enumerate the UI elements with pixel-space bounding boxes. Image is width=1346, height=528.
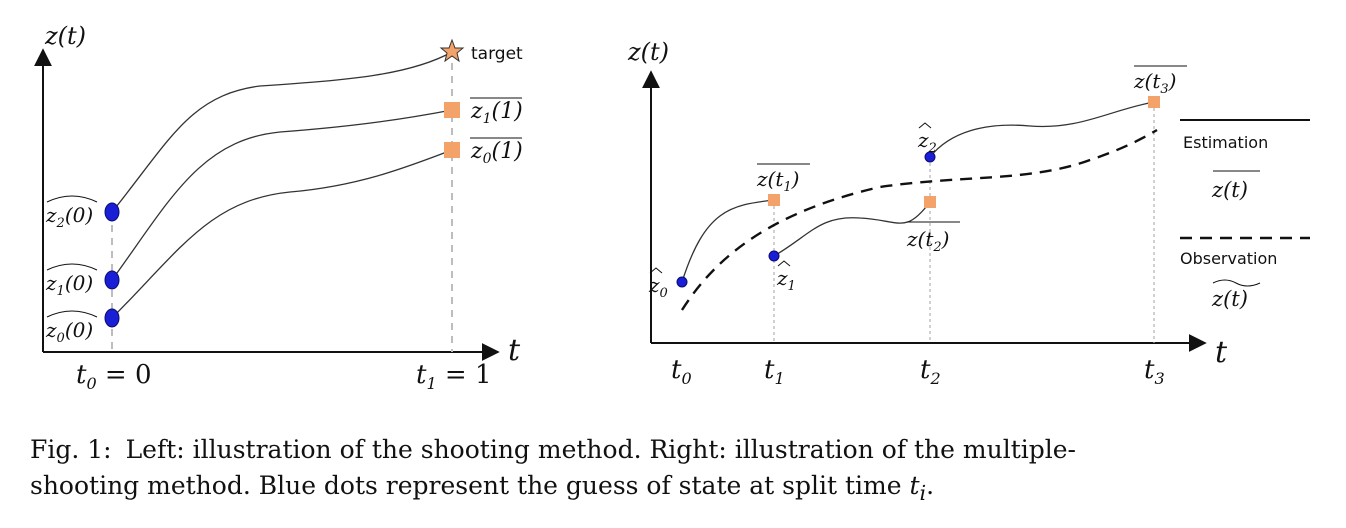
left-panel: z(t) t target z1(1) z0(1) z2(0) z (34, 22, 523, 393)
svg-text:z(t3): z(t3) (1133, 69, 1176, 97)
tick-t1-equals-1: t1 = 1 (416, 360, 492, 393)
observation-curve (680, 128, 1158, 311)
svg-text:z(t1): z(t1) (756, 167, 799, 195)
svg-text:z(t2): z(t2) (906, 227, 949, 255)
label-z2-hat: z2 (917, 122, 937, 156)
legend: Estimation z(t) Observation z(t) (1180, 119, 1310, 311)
tick-t1: t1 (764, 355, 785, 388)
trajectory-z1 (111, 109, 453, 281)
start-label-z2: z2(0) (45, 195, 98, 231)
caption-line-2: shooting method. Blue dots represent the… (30, 468, 1330, 511)
start-label-z1: z1(0) (45, 263, 98, 299)
end-square-z0 (444, 142, 460, 158)
segment-end-square-t1 (768, 194, 780, 206)
right-x-axis-label: t (1215, 335, 1228, 370)
target-label: target (471, 44, 523, 64)
segment-end-square-t3 (1148, 96, 1160, 108)
left-x-axis-label: t (508, 333, 521, 368)
caption-text-1: Left: illustration of the shooting metho… (125, 435, 1076, 464)
label-z-t3-bar: z(t3) (1133, 65, 1187, 97)
guess-dot-z1 (104, 270, 120, 290)
label-z1-hat: z1 (776, 260, 796, 294)
caption-text-2: shooting method. Blue dots represent the… (30, 471, 910, 500)
guess-dot-z2-hat (924, 151, 936, 163)
svg-text:z1(0): z1(0) (45, 271, 93, 299)
trajectory-z2 (111, 51, 453, 213)
guess-dot-z0-hat (676, 276, 688, 288)
label-z-t1-bar: z(t1) (756, 163, 810, 195)
tick-t2: t2 (920, 355, 941, 388)
left-y-axis-label: z(t) (44, 22, 86, 50)
svg-text:z0(0): z0(0) (45, 318, 93, 346)
figure-number: Fig. 1: (30, 435, 112, 464)
tick-t0-equals-0: t0 = 0 (76, 360, 152, 393)
estimation-segment-2 (929, 101, 1155, 158)
svg-text:z1(1): z1(1) (470, 99, 523, 127)
svg-text:z2: z2 (917, 128, 937, 156)
start-label-z0: z0(0) (45, 310, 98, 346)
caption-line-1: Fig. 1: Left: illustration of the shootin… (30, 432, 1330, 468)
label-z-t2-bar: z(t2) (906, 221, 960, 255)
trajectory-z0 (111, 149, 453, 319)
caption-period: . (926, 471, 935, 500)
estimation-segment-0 (681, 199, 775, 283)
guess-dot-z1-hat (768, 250, 780, 262)
end-label-z0: z0(1) (470, 137, 523, 167)
figure-caption: Fig. 1: Left: illustration of the shootin… (30, 432, 1330, 511)
legend-observation-symbol: z(t) (1211, 287, 1248, 311)
caption-var-sub: i (919, 481, 927, 505)
estimation-segment-1 (773, 201, 931, 257)
caption-var: t (909, 471, 920, 500)
right-y-axis-label: z(t) (627, 38, 669, 66)
legend-estimation-symbol: z(t) (1211, 178, 1248, 202)
legend-estimation-label: Estimation (1183, 133, 1268, 152)
svg-text:z0: z0 (648, 273, 668, 301)
target-star-icon (439, 38, 465, 63)
svg-text:z1: z1 (776, 266, 796, 294)
end-label-z1: z1(1) (470, 97, 523, 127)
guess-dot-z2 (104, 202, 120, 222)
label-z0-hat: z0 (648, 267, 668, 301)
svg-text:z0(1): z0(1) (470, 139, 523, 167)
tick-t3: t3 (1144, 355, 1165, 388)
legend-observation-label: Observation (1180, 249, 1277, 268)
guess-dot-z0 (104, 308, 120, 328)
end-square-z1 (444, 102, 460, 118)
tick-t0: t0 (671, 355, 692, 388)
shooting-figure: z(t) t target z1(1) z0(1) z2(0) z (34, 22, 1310, 393)
right-panel: z(t) t z0 z1 z2 z (627, 38, 1310, 388)
segment-end-square-t2 (924, 196, 936, 208)
svg-text:z2(0): z2(0) (45, 203, 93, 231)
